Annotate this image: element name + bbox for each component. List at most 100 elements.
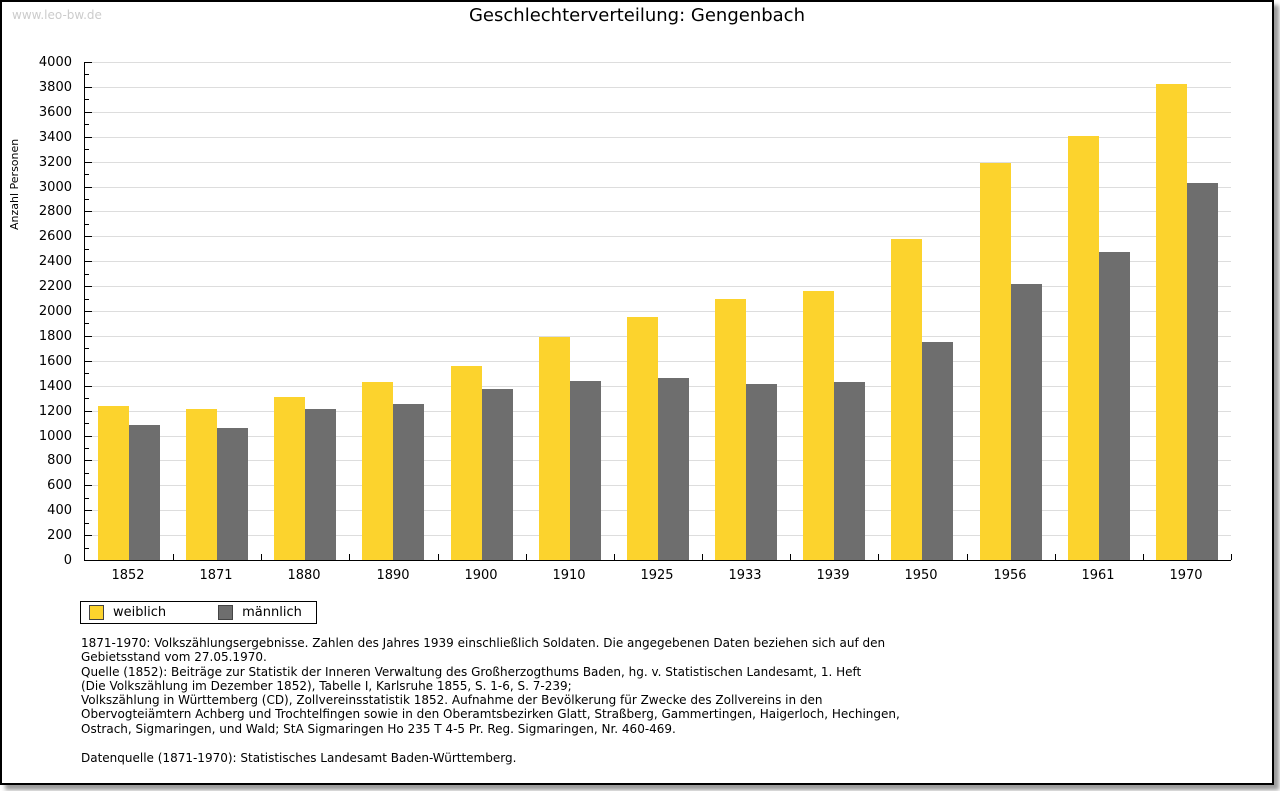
y-tick-label-3800: 3800 <box>38 79 72 95</box>
y-major-tick-1600 <box>85 360 92 362</box>
y-major-tick-1000 <box>85 435 92 437</box>
x-tick-label-1933: 1933 <box>728 568 762 583</box>
bar-weiblich-1910 <box>539 337 570 560</box>
bar-weiblich-1961 <box>1068 136 1099 560</box>
y-minor-tick-2700 <box>85 223 89 225</box>
watermark-leo-bw: www.leo-bw.de <box>12 8 102 22</box>
weiblich-swatch-icon <box>89 605 104 620</box>
y-major-tick-4000 <box>85 62 92 63</box>
bar-weiblich-1852 <box>98 406 129 560</box>
y-minor-tick-300 <box>85 522 89 524</box>
bar-männlich-1900 <box>482 389 513 560</box>
y-tick-label-2800: 2800 <box>38 204 72 220</box>
y-minor-tick-3900 <box>85 74 89 76</box>
y-minor-tick-3100 <box>85 174 89 176</box>
footnotes: 1871-1970: Volkszählungsergebnisse. Zahl… <box>81 636 900 765</box>
bar-weiblich-1900 <box>451 366 482 560</box>
y-major-tick-200 <box>85 535 92 537</box>
x-boundary-tick-7 <box>702 554 703 560</box>
x-tick-label-1961: 1961 <box>1081 568 1115 583</box>
y-major-tick-1800 <box>85 335 92 337</box>
y-tick-label-1600: 1600 <box>38 353 72 369</box>
x-tick-label-1939: 1939 <box>816 568 850 583</box>
y-major-tick-2400 <box>85 261 92 263</box>
footnote-line: (Die Volkszählung im Dezember 1852), Tab… <box>81 678 572 693</box>
x-tick-label-1956: 1956 <box>993 568 1027 583</box>
x-boundary-tick-6 <box>614 554 615 560</box>
y-axis-tick-labels: 0 200 400 600 800 1000 1200 1400 1600 1800 2000 220… <box>2 2 78 783</box>
y-minor-tick-1900 <box>85 323 89 325</box>
y-tick-label-4000: 4000 <box>38 55 72 70</box>
gridline-1800 <box>85 335 1231 337</box>
bar-männlich-1871 <box>217 428 248 560</box>
y-minor-tick-900 <box>85 447 89 449</box>
bar-männlich-1939 <box>834 382 865 560</box>
footnote-line: 1871-1970: Volkszählungsergebnisse. Zahl… <box>81 636 886 650</box>
bar-männlich-1925 <box>658 378 689 560</box>
y-major-tick-800 <box>85 460 92 462</box>
x-boundary-tick-5 <box>526 554 527 560</box>
x-tick-label-1871: 1871 <box>199 568 233 583</box>
y-tick-label-2400: 2400 <box>38 254 72 270</box>
y-minor-tick-1100 <box>85 423 89 425</box>
bar-weiblich-1950 <box>891 239 922 560</box>
bar-weiblich-1925 <box>627 317 658 560</box>
y-major-tick-2000 <box>85 311 92 312</box>
bar-weiblich-1880 <box>274 397 305 560</box>
x-boundary-tick-4 <box>438 554 439 560</box>
legend-label-weiblich: weiblich <box>113 605 167 620</box>
y-tick-label-1400: 1400 <box>38 378 72 394</box>
y-tick-label-0: 0 <box>63 553 72 568</box>
bar-männlich-1890 <box>393 404 424 560</box>
legend-item-maennlich: männlich <box>218 605 302 620</box>
y-minor-tick-3500 <box>85 124 89 126</box>
x-boundary-tick-12 <box>1143 554 1144 560</box>
gridline-2600 <box>85 236 1231 238</box>
y-tick-label-3000: 3000 <box>38 179 72 195</box>
y-tick-label-3600: 3600 <box>38 104 72 120</box>
x-tick-label-1950: 1950 <box>904 568 938 583</box>
datasource-line: Datenquelle (1871-1970): Statistisches L… <box>81 751 517 766</box>
bar-weiblich-1939 <box>803 291 834 560</box>
gridline-2800 <box>85 211 1231 213</box>
y-tick-label-3400: 3400 <box>38 129 72 145</box>
y-minor-tick-2100 <box>85 298 89 300</box>
y-major-tick-2800 <box>85 211 92 213</box>
y-major-tick-3400 <box>85 136 92 138</box>
y-major-tick-2600 <box>85 236 92 238</box>
footnote-line: Quelle (1852): Beiträge zur Statistik de… <box>81 664 862 679</box>
bar-männlich-1961 <box>1099 252 1130 560</box>
x-tick-label-1970: 1970 <box>1169 568 1203 583</box>
x-boundary-tick-3 <box>349 554 350 560</box>
bar-männlich-1852 <box>129 425 160 560</box>
y-minor-tick-2900 <box>85 198 89 200</box>
footnote-line: Ostrach, Sigmaringen, und Wald; StA Sigm… <box>81 721 676 736</box>
gridline-4000 <box>85 62 1231 63</box>
footnote-line: Gebietsstand vom 27.05.1970. <box>81 650 267 665</box>
legend: weiblich männlich <box>80 601 317 624</box>
bar-männlich-1880 <box>305 409 336 560</box>
y-tick-label-1000: 1000 <box>38 428 72 444</box>
y-tick-label-600: 600 <box>47 478 72 494</box>
plot-area <box>84 62 1232 561</box>
x-boundary-tick-10 <box>967 554 968 560</box>
legend-item-weiblich: weiblich <box>89 605 166 620</box>
gridline-3400 <box>85 136 1231 138</box>
gridline-1600 <box>85 360 1231 362</box>
y-major-tick-400 <box>85 510 92 512</box>
x-tick-label-1910: 1910 <box>552 568 586 583</box>
y-tick-label-3200: 3200 <box>38 154 72 170</box>
bar-männlich-1910 <box>570 381 601 560</box>
bar-weiblich-1970 <box>1156 84 1187 560</box>
x-tick-label-1900: 1900 <box>464 568 498 583</box>
gridline-3200 <box>85 161 1231 163</box>
bar-weiblich-1956 <box>980 163 1011 560</box>
gridline-3800 <box>85 86 1231 88</box>
gridline-3600 <box>85 111 1231 113</box>
y-minor-tick-2500 <box>85 248 89 250</box>
y-tick-label-2000: 2000 <box>38 304 72 319</box>
x-boundary-tick-9 <box>878 554 879 560</box>
x-boundary-tick-8 <box>790 554 791 560</box>
legend-label-maennlich: männlich <box>242 605 302 620</box>
